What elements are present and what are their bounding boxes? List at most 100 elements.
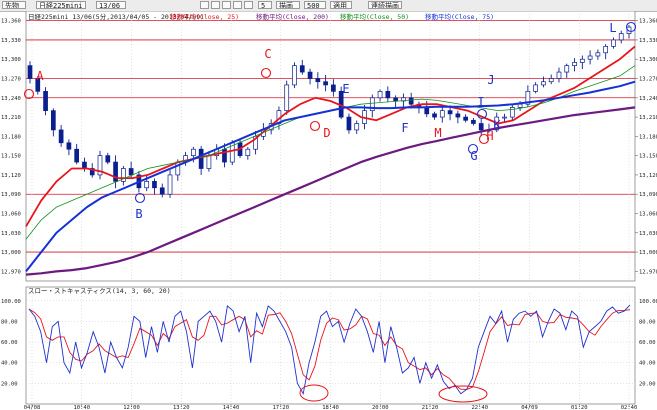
time-tick-label: 13:20 — [173, 405, 190, 410]
candle-body — [346, 116, 352, 131]
time-tick-label: 12:00 — [123, 405, 140, 410]
time-tick-label: 01:20 — [571, 405, 588, 410]
candle-body — [152, 181, 157, 189]
candle-body — [105, 155, 111, 163]
price-tick-label-left: 13,270 — [1, 77, 21, 83]
candle-body — [292, 65, 297, 86]
price-tick-label-left: 13,090 — [1, 192, 21, 198]
point-label-l: L — [609, 21, 616, 35]
candle-body — [471, 119, 476, 124]
price-tick-label: 13,030 — [639, 231, 657, 237]
candle-body — [27, 65, 33, 79]
time-tick-label: 22:40 — [471, 405, 488, 410]
main-chart-info: 日経225mini 13/06(5分,2013/04/05 - 2013/04/… — [28, 12, 204, 21]
chart-type-button-4[interactable] — [233, 1, 242, 9]
oscillator-axis: 100.00 100.00 80.00 80.00 60.00 60.00 40.00 40.… — [1, 299, 657, 388]
oscillator-panel — [25, 286, 636, 405]
candle-body — [299, 65, 305, 73]
point-circle-marker — [260, 67, 272, 79]
chart-type-button-3[interactable] — [222, 1, 231, 9]
chart-type-button-2[interactable] — [211, 1, 220, 9]
candle-body — [315, 78, 321, 83]
price-tick-label-left: 13,240 — [1, 96, 21, 102]
chart-type-button-1[interactable] — [200, 1, 209, 9]
candle-body — [385, 91, 391, 99]
candle-body — [50, 110, 56, 131]
candle-body — [517, 103, 523, 108]
candle-body — [509, 107, 515, 118]
ma-label-50: 移動平均(Close, 50) — [340, 12, 409, 21]
price-tick-label: 13,060 — [639, 212, 657, 218]
price-tick-label: 13,120 — [639, 173, 657, 179]
stochastic-d-line — [28, 308, 631, 390]
candle-body — [626, 26, 632, 34]
price-tick-label: 13,300 — [639, 57, 657, 63]
time-tick-label: 04/08 — [24, 405, 41, 410]
contract-select[interactable]: 日経225mini — [36, 1, 86, 9]
price-tick-label-left: 13,360 — [1, 19, 21, 25]
candle-body — [43, 91, 48, 111]
candle-body — [191, 148, 196, 156]
candle-body — [354, 123, 360, 131]
time-tick-label: 10:40 — [73, 405, 90, 410]
ma-label-25: 移動平均(Close, 25) — [170, 12, 239, 21]
candle-body — [525, 91, 531, 105]
price-tick-label-left: 13,030 — [1, 231, 21, 237]
apply-button[interactable]: 適用 — [330, 1, 352, 9]
candle-body — [579, 58, 585, 63]
candle-body — [572, 62, 577, 66]
toolbar: 先物 日経225mini 13/06 5 描画 500 適用 連続描画 — [0, 0, 657, 12]
candle-body — [369, 97, 375, 111]
moving-average-lines — [25, 45, 636, 276]
point-label-f: F — [401, 121, 408, 135]
stochastic-k-line — [28, 304, 631, 395]
candle-body — [82, 161, 87, 169]
symbol-select[interactable]: 先物 — [2, 1, 26, 9]
oscillator-tick-label-left: 20.00 — [1, 381, 18, 387]
point-label-e: E — [342, 82, 349, 96]
candle-body — [439, 110, 445, 118]
oscillator-tick-label-left: 40.00 — [1, 361, 18, 367]
count-input[interactable]: 500 — [304, 1, 326, 9]
candle-body — [447, 110, 453, 115]
candle-body — [541, 81, 546, 86]
candle-body — [432, 113, 437, 118]
candle-body — [66, 142, 72, 150]
candle-body — [611, 39, 616, 47]
candle-body — [595, 52, 601, 57]
candle-body — [331, 84, 336, 92]
price-tick-label: 13,210 — [639, 115, 657, 121]
point-label-c: C — [264, 47, 271, 61]
candle-body — [97, 155, 103, 176]
candle-body — [206, 155, 212, 169]
candle-body — [548, 78, 554, 83]
chart-type-button-5[interactable] — [244, 1, 253, 9]
oscillator-tick-label: 20.00 — [639, 381, 656, 387]
point-circle-marker — [467, 143, 479, 155]
point-circle-marker — [478, 133, 490, 145]
candle-body — [159, 187, 165, 195]
candle-body — [307, 71, 313, 79]
price-tick-label-left: 13,150 — [1, 154, 21, 160]
point-label-h: H — [486, 129, 493, 143]
redraw-button[interactable]: 描画 — [276, 1, 300, 9]
candle-body — [564, 65, 570, 73]
candle-body — [393, 97, 398, 102]
point-label-a: A — [36, 69, 44, 83]
oscillator-tick-label: 60.00 — [639, 340, 656, 346]
time-tick-label: 21:20 — [422, 405, 439, 410]
point-label-b: B — [135, 207, 142, 221]
period-input[interactable]: 5 — [258, 1, 272, 9]
price-tick-label: 13,000 — [639, 250, 657, 256]
price-tick-label-left: 13,180 — [1, 134, 21, 140]
price-tick-label-left: 13,210 — [1, 115, 21, 121]
candle-body — [424, 107, 430, 115]
price-tick-label-left: 13,000 — [1, 250, 21, 256]
continuous-draw-button[interactable]: 連続描画 — [368, 1, 402, 9]
oscillator-tick-label-left: 80.00 — [1, 319, 18, 325]
price-tick-label: 13,330 — [639, 38, 657, 44]
month-select[interactable]: 13/06 — [96, 1, 126, 9]
point-label-m: M — [434, 126, 441, 140]
candle-body — [167, 174, 173, 195]
